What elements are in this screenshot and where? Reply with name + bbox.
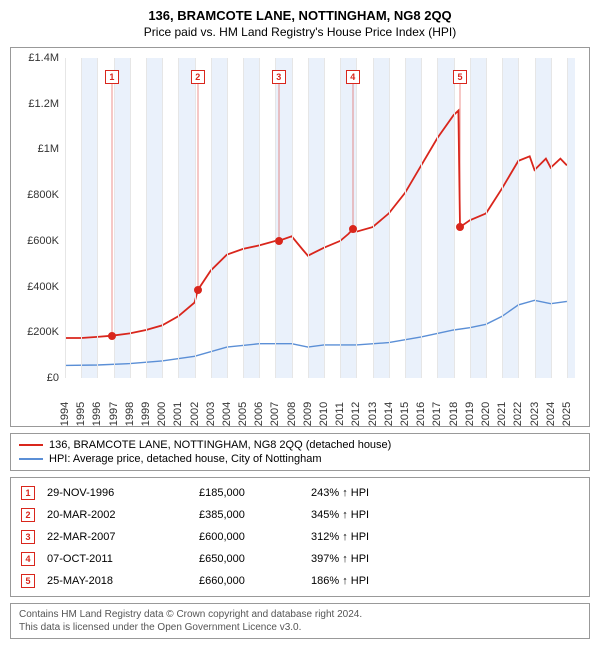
sales-row: 3 22-MAR-2007 £600,000 312% ↑ HPI xyxy=(21,526,579,548)
sales-table: 1 29-NOV-1996 £185,000 243% ↑ HPI 2 20-MAR-20… xyxy=(10,477,590,597)
x-tick-label: 1994 xyxy=(59,402,71,426)
x-tick-label: 2022 xyxy=(512,402,524,426)
x-tick-label: 2017 xyxy=(431,402,443,426)
footer-line-2: This data is licensed under the Open Gov… xyxy=(19,621,581,634)
x-tick-label: 2007 xyxy=(269,402,281,426)
sales-row: 2 20-MAR-2002 £385,000 345% ↑ HPI xyxy=(21,504,579,526)
sale-pct: 345% ↑ HPI xyxy=(311,509,431,521)
sale-price: £600,000 xyxy=(199,531,299,543)
x-tick-label: 1995 xyxy=(75,402,87,426)
x-tick-label: 1997 xyxy=(108,402,120,426)
root: 136, BRAMCOTE LANE, NOTTINGHAM, NG8 2QQ … xyxy=(0,0,600,647)
x-tick-label: 2013 xyxy=(367,402,379,426)
sales-row: 5 25-MAY-2018 £660,000 186% ↑ HPI xyxy=(21,570,579,592)
sale-pct: 243% ↑ HPI xyxy=(311,487,431,499)
sale-number-box: 3 xyxy=(21,530,35,544)
x-tick-label: 2023 xyxy=(529,402,541,426)
x-tick-label: 2000 xyxy=(156,402,168,426)
sale-date: 22-MAR-2007 xyxy=(47,531,187,543)
x-tick-label: 2025 xyxy=(561,402,573,426)
chart-title: 136, BRAMCOTE LANE, NOTTINGHAM, NG8 2QQ xyxy=(10,8,590,23)
x-tick-label: 2003 xyxy=(205,402,217,426)
y-tick-label: £600K xyxy=(27,235,59,247)
sale-price: £660,000 xyxy=(199,575,299,587)
x-tick-label: 2004 xyxy=(221,402,233,426)
sale-date: 07-OCT-2011 xyxy=(47,553,187,565)
sale-marker: 2 xyxy=(191,70,205,84)
x-tick-label: 2006 xyxy=(253,402,265,426)
legend-label: HPI: Average price, detached house, City… xyxy=(49,453,322,465)
y-tick-label: £200K xyxy=(27,326,59,338)
x-tick-label: 2020 xyxy=(480,402,492,426)
sale-pct: 397% ↑ HPI xyxy=(311,553,431,565)
x-tick-label: 2024 xyxy=(545,402,557,426)
legend-item: 136, BRAMCOTE LANE, NOTTINGHAM, NG8 2QQ … xyxy=(19,438,581,452)
x-tick-label: 2016 xyxy=(415,402,427,426)
x-tick-label: 2011 xyxy=(334,402,346,426)
x-tick-label: 1999 xyxy=(140,402,152,426)
sale-price: £650,000 xyxy=(199,553,299,565)
plot-area: 1 2 3 4 5 xyxy=(65,58,575,378)
x-tick-label: 2021 xyxy=(496,402,508,426)
x-tick-label: 2001 xyxy=(172,402,184,426)
sale-number-box: 2 xyxy=(21,508,35,522)
sale-point xyxy=(194,286,202,294)
series-line xyxy=(65,300,567,365)
y-tick-label: £1.4M xyxy=(28,52,59,64)
sale-point xyxy=(108,332,116,340)
sale-marker: 3 xyxy=(272,70,286,84)
x-tick-label: 2002 xyxy=(189,402,201,426)
sale-marker: 1 xyxy=(105,70,119,84)
chart-subtitle: Price paid vs. HM Land Registry's House … xyxy=(10,25,590,39)
x-tick-label: 1998 xyxy=(124,402,136,426)
x-tick-label: 2009 xyxy=(302,402,314,426)
x-tick-label: 2012 xyxy=(350,402,362,426)
y-tick-label: £1.2M xyxy=(28,98,59,110)
footer-line-1: Contains HM Land Registry data © Crown c… xyxy=(19,608,581,621)
legend: 136, BRAMCOTE LANE, NOTTINGHAM, NG8 2QQ … xyxy=(10,433,590,471)
x-tick-label: 2015 xyxy=(399,402,411,426)
sale-date: 20-MAR-2002 xyxy=(47,509,187,521)
sale-price: £385,000 xyxy=(199,509,299,521)
sale-marker: 5 xyxy=(453,70,467,84)
sales-row: 1 29-NOV-1996 £185,000 243% ↑ HPI xyxy=(21,482,579,504)
sale-date: 29-NOV-1996 xyxy=(47,487,187,499)
sale-number-box: 1 xyxy=(21,486,35,500)
sale-price: £185,000 xyxy=(199,487,299,499)
sale-marker: 4 xyxy=(346,70,360,84)
chart-area: 1 2 3 4 5 1994 1995 1996 1997 1998 1999 2000 2001 20… xyxy=(10,47,590,427)
sale-date: 25-MAY-2018 xyxy=(47,575,187,587)
y-tick-label: £400K xyxy=(27,281,59,293)
sale-point xyxy=(275,237,283,245)
line-layer xyxy=(65,58,575,378)
sales-row: 4 07-OCT-2011 £650,000 397% ↑ HPI xyxy=(21,548,579,570)
legend-label: 136, BRAMCOTE LANE, NOTTINGHAM, NG8 2QQ … xyxy=(49,439,391,451)
sale-point xyxy=(456,223,464,231)
x-tick-label: 1996 xyxy=(91,402,103,426)
x-tick-label: 2019 xyxy=(464,402,476,426)
y-tick-label: £1M xyxy=(38,143,59,155)
x-tick-label: 2018 xyxy=(448,402,460,426)
sale-number-box: 4 xyxy=(21,552,35,566)
y-tick-label: £800K xyxy=(27,189,59,201)
legend-item: HPI: Average price, detached house, City… xyxy=(19,452,581,466)
sale-pct: 312% ↑ HPI xyxy=(311,531,431,543)
x-tick-label: 2005 xyxy=(237,402,249,426)
y-tick-label: £0 xyxy=(47,372,59,384)
sale-pct: 186% ↑ HPI xyxy=(311,575,431,587)
legend-swatch xyxy=(19,458,43,460)
x-tick-label: 2010 xyxy=(318,402,330,426)
series-line xyxy=(65,111,567,338)
x-tick-label: 2008 xyxy=(286,402,298,426)
sale-number-box: 5 xyxy=(21,574,35,588)
sale-point xyxy=(349,225,357,233)
footer-box: Contains HM Land Registry data © Crown c… xyxy=(10,603,590,639)
x-tick-label: 2014 xyxy=(383,402,395,426)
legend-swatch xyxy=(19,444,43,446)
